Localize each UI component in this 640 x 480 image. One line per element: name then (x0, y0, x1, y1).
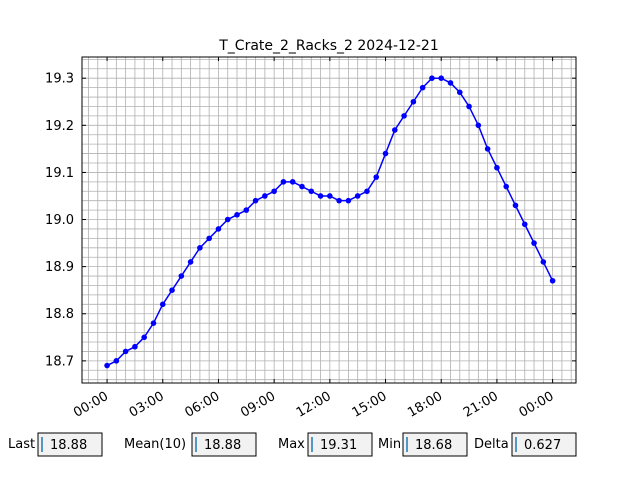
text-box-value[interactable]: 18.68 (415, 438, 452, 453)
widget-label: Delta (474, 437, 509, 452)
data-point (215, 226, 222, 232)
data-point (456, 89, 463, 96)
data-point (243, 207, 250, 213)
data-point (410, 98, 417, 105)
data-point (512, 202, 519, 209)
data-point (354, 193, 361, 199)
data-point (159, 301, 166, 308)
y-tick-label: 18.7 (45, 354, 74, 369)
data-point (178, 273, 185, 279)
data-point (531, 240, 537, 246)
chart-title: T_Crate_2_Racks_2 2024-12-21 (218, 38, 439, 54)
data-point (234, 212, 240, 218)
text-box-value[interactable]: 19.31 (320, 438, 357, 453)
data-point (475, 122, 482, 129)
text-box[interactable] (402, 432, 468, 457)
widget-label: Mean(10) (124, 437, 186, 452)
data-point (104, 362, 110, 369)
data-point (289, 179, 296, 185)
data-point (494, 164, 500, 171)
y-tick-label: 19.0 (45, 213, 74, 228)
data-point (521, 221, 528, 228)
data-point (429, 75, 435, 81)
data-point (503, 183, 509, 190)
data-point (299, 183, 305, 190)
data-point (271, 188, 277, 195)
text-box[interactable] (37, 432, 103, 457)
data-point (317, 193, 324, 199)
data-point (438, 75, 445, 81)
text-box[interactable] (191, 432, 257, 457)
data-point (252, 197, 259, 204)
data-point (187, 259, 194, 265)
data-point (540, 259, 547, 265)
y-tick-label: 19.3 (45, 72, 74, 87)
data-point (549, 277, 556, 284)
text-box-value[interactable]: 0.627 (524, 438, 561, 453)
y-tick-label: 19.1 (45, 166, 74, 181)
data-point (401, 113, 407, 119)
data-point (150, 320, 157, 326)
data-point (197, 244, 203, 251)
data-point (169, 287, 175, 293)
data-point (466, 103, 472, 110)
y-tick-label: 18.9 (45, 260, 74, 275)
data-point (327, 193, 333, 199)
plot-frame (81, 56, 577, 384)
y-tick-label: 18.8 (45, 307, 74, 322)
data-point (447, 80, 454, 86)
data-point (308, 188, 315, 195)
data-point (345, 197, 352, 204)
data-point (373, 174, 380, 180)
data-point (122, 348, 129, 355)
data-point (382, 150, 389, 157)
text-box[interactable] (307, 432, 373, 457)
widget-label: Min (378, 437, 401, 452)
text-box[interactable] (511, 432, 577, 457)
y-tick-label: 19.2 (45, 119, 74, 134)
data-point (419, 84, 426, 91)
widget-label: Max (278, 437, 305, 452)
data-point (364, 188, 370, 195)
text-box-value[interactable]: 18.88 (204, 438, 241, 453)
widget-label: Last (8, 437, 35, 452)
data-point (336, 197, 342, 204)
data-point (132, 343, 138, 350)
data-point (392, 127, 398, 133)
text-box-value[interactable]: 18.88 (50, 438, 87, 453)
data-point (262, 193, 268, 199)
data-point (141, 334, 147, 341)
data-point (206, 235, 212, 242)
data-point (484, 146, 491, 152)
data-point (113, 358, 120, 364)
data-point (280, 179, 287, 185)
data-point (224, 216, 231, 223)
